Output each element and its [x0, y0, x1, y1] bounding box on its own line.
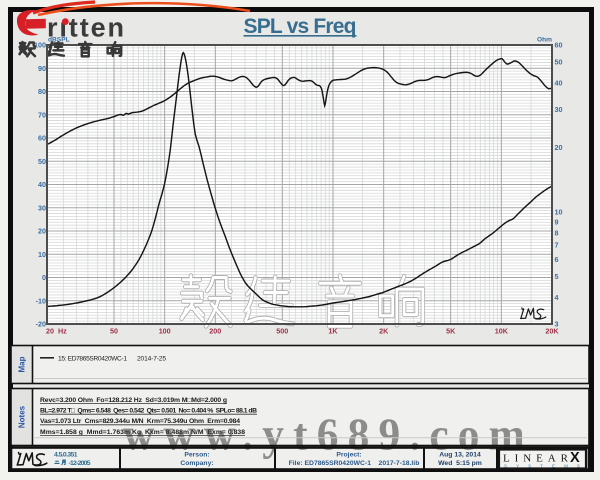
svg-text:30: 30 — [555, 105, 563, 114]
svg-text:70: 70 — [38, 110, 46, 119]
svg-text:-20: -20 — [36, 320, 46, 329]
svg-text:60: 60 — [38, 134, 46, 143]
svg-text:SPL vs Freq: SPL vs Freq — [244, 15, 357, 38]
svg-text:10: 10 — [38, 250, 46, 259]
svg-text:100: 100 — [159, 327, 171, 336]
svg-text:3: 3 — [555, 320, 559, 329]
svg-text:www.yt689.com: www.yt689.com — [123, 410, 534, 460]
svg-text:S Y S T E M S: S Y S T E M S — [504, 463, 580, 468]
svg-text:Aug 13, 2014: Aug 13, 2014 — [439, 452, 481, 459]
svg-text:Vas=1.073 Ltr Cms=829.344u M/: Vas=1.073 Ltr Cms=829.344u M/N Krm=75.34… — [40, 418, 240, 425]
svg-text:Revc=3.200 Ohm Fo=128.212 Hz: Revc=3.200 Ohm Fo=128.212 Hz Sd=3.019m M… — [40, 397, 227, 404]
svg-text:5K: 5K — [446, 327, 456, 336]
svg-text:100: 100 — [34, 41, 46, 50]
svg-text:10K: 10K — [495, 327, 509, 336]
svg-text:50: 50 — [555, 58, 563, 67]
svg-text:dBSPL: dBSPL — [48, 37, 70, 44]
svg-text:Wed 5:15 pm: Wed 5:15 pm — [438, 460, 482, 467]
svg-text:50: 50 — [38, 157, 46, 166]
svg-text:30: 30 — [38, 203, 46, 212]
svg-text:BL=2.972 T□ Qms= 6.548 Qes=: BL=2.972 T□ Qms= 6.548 Qes= 0.542 Qts= 0… — [40, 408, 257, 415]
svg-text:Company:: Company: — [180, 460, 213, 467]
svg-text:80: 80 — [38, 87, 46, 96]
svg-text:10: 10 — [555, 208, 563, 217]
svg-text:2014-7-25: 2014-7-25 — [137, 355, 166, 362]
svg-text:20: 20 — [38, 227, 46, 236]
svg-text:500: 500 — [276, 327, 288, 336]
svg-text:Project:: Project: — [336, 452, 361, 459]
svg-text:15: ED7865SR0420WC-1: 15: ED7865SR0420WC-1 — [58, 355, 127, 362]
svg-text:0: 0 — [42, 273, 46, 282]
svg-text:2K: 2K — [379, 327, 389, 336]
svg-text:Person:: Person: — [184, 452, 209, 459]
svg-text:20 Hz: 20 Hz — [46, 327, 67, 336]
svg-text:4.5.0.351: 4.5.0.351 — [54, 452, 78, 459]
svg-text:4: 4 — [555, 293, 559, 302]
svg-text:20: 20 — [555, 143, 563, 152]
svg-text:-10: -10 — [36, 296, 46, 305]
svg-text:60: 60 — [555, 41, 563, 50]
svg-text:Notes: Notes — [18, 405, 27, 428]
svg-text:File: ED7865SR0420WC-1 2017: File: ED7865SR0420WC-1 2017-7-18.lib — [289, 460, 420, 467]
svg-text:40: 40 — [555, 78, 563, 87]
svg-text:1K: 1K — [328, 327, 338, 336]
svg-text:50: 50 — [110, 327, 118, 336]
svg-text:Mms=1.858 g Mmd=1.763m Kg Kx: Mms=1.858 g Mmd=1.763m Kg Kxm= 8.488m N/… — [40, 429, 245, 436]
svg-text:90: 90 — [38, 64, 46, 73]
svg-text:20K: 20K — [545, 327, 559, 336]
svg-text:40: 40 — [38, 180, 46, 189]
svg-text:200: 200 — [209, 327, 221, 336]
svg-text:-12-2005: -12-2005 — [69, 460, 91, 467]
svg-text:9: 9 — [555, 217, 559, 226]
svg-text:8: 8 — [555, 228, 559, 237]
svg-text:X: X — [570, 450, 580, 466]
svg-text:5: 5 — [555, 272, 559, 281]
svg-text:7: 7 — [555, 241, 559, 250]
svg-text:L I N E A R: L I N E A R — [503, 453, 569, 465]
svg-text:Ohm: Ohm — [537, 37, 552, 44]
svg-text:rıtten: rıtten — [47, 13, 126, 43]
svg-text:6: 6 — [555, 255, 559, 264]
svg-text:Map: Map — [18, 356, 27, 372]
